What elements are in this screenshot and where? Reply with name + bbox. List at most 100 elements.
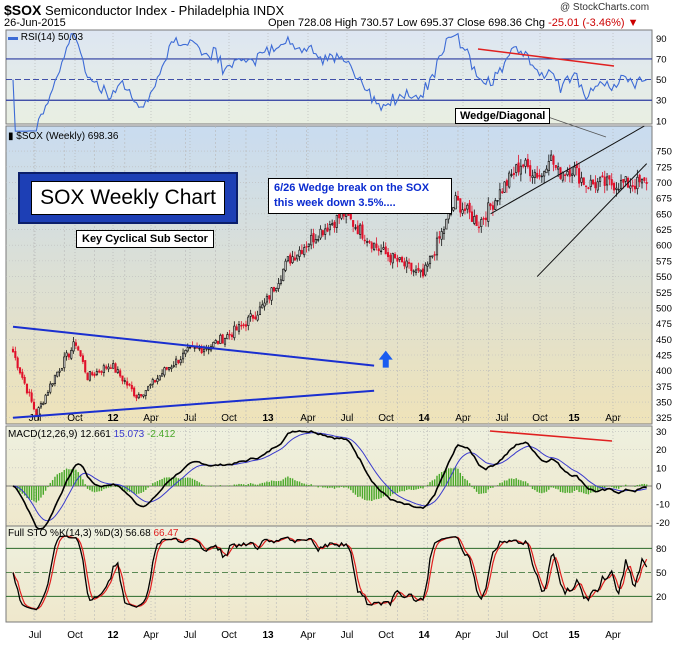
macd-histogram-bar: [173, 478, 175, 486]
candle-body: [573, 166, 576, 176]
candle-body: [247, 316, 250, 326]
sto-legend-d: 66.47: [153, 528, 179, 539]
candle-body: [398, 257, 401, 260]
candle-body: [244, 324, 248, 327]
macd-histogram-bar: [177, 478, 180, 486]
candle-body: [459, 198, 462, 213]
candle-body: [475, 214, 478, 227]
candle-body: [496, 200, 499, 202]
macd-histogram-bar: [336, 486, 338, 488]
macd-histogram-bar: [16, 486, 19, 490]
macd-histogram-bar: [44, 486, 47, 491]
candle-body: [310, 234, 313, 246]
candle-body: [221, 334, 224, 344]
candle-body: [333, 221, 336, 228]
macd-histogram-bar: [352, 486, 354, 493]
candle-body: [373, 242, 376, 251]
candle-body: [394, 254, 397, 259]
candle-body: [643, 177, 646, 181]
x-tick-label: 14: [418, 630, 430, 641]
macd-histogram-bar: [541, 486, 543, 494]
macd-histogram-bar: [576, 486, 578, 490]
candle-body: [272, 286, 275, 292]
candle-body: [207, 348, 210, 351]
candle-body: [93, 373, 96, 376]
macd-histogram-bar: [611, 486, 613, 487]
macd-histogram-bar: [578, 486, 580, 493]
macd-histogram-bar: [110, 486, 112, 488]
y-tick-label: 725: [656, 162, 672, 173]
candle-body: [268, 295, 271, 300]
macd-histogram-bar: [520, 480, 522, 486]
candle-body: [60, 368, 63, 371]
macd-histogram-bar: [319, 486, 322, 487]
candle-body: [610, 179, 613, 186]
candle-body: [147, 386, 150, 391]
candle-body: [240, 324, 243, 327]
macd-histogram-bar: [86, 486, 89, 489]
candle-body: [44, 394, 47, 404]
title-banner: SOX Weekly Chart: [18, 172, 238, 224]
macd-histogram-bar: [545, 486, 548, 492]
macd-histogram-bar: [51, 480, 54, 486]
candle-body: [612, 183, 616, 191]
candle-body: [46, 392, 50, 396]
macd-histogram-bar: [182, 478, 184, 486]
candle-body: [312, 233, 315, 243]
candle-body: [119, 370, 122, 377]
y-tick-label: 425: [656, 350, 672, 361]
candle-body: [501, 191, 504, 194]
macd-histogram-bar: [387, 486, 389, 496]
candle-body: [589, 179, 592, 187]
macd-histogram-bar: [261, 482, 263, 486]
macd-histogram-bar: [620, 486, 622, 488]
candle-body: [426, 263, 429, 267]
candle-body: [354, 227, 357, 229]
macd-histogram-bar: [133, 486, 135, 494]
candle-body: [184, 350, 187, 355]
trendline-wedge-lower: [536, 163, 648, 277]
candle-body: [317, 239, 320, 241]
candle-body: [74, 342, 77, 346]
candle-body: [466, 204, 469, 210]
x-tick-label: Jul: [29, 413, 42, 424]
candle-body: [28, 391, 31, 394]
candle-body: [102, 365, 105, 374]
chart-title: SOX Weekly Chart: [31, 181, 225, 215]
x-tick-label: Oct: [532, 413, 548, 424]
subtitle-label: Key Cyclical Sub Sector: [76, 230, 214, 248]
candle-body: [361, 224, 364, 239]
macd-histogram-bar: [527, 483, 529, 486]
macd-histogram-bar: [466, 480, 468, 486]
macd-histogram-bar: [445, 469, 448, 486]
candle-body: [452, 207, 455, 211]
candle-body: [606, 176, 609, 186]
macd-histogram-bar: [496, 485, 499, 486]
macd-histogram-bar: [107, 486, 110, 488]
candle-body: [543, 171, 546, 177]
macd-histogram-bar: [152, 483, 154, 486]
y-tick-label: 375: [656, 382, 672, 393]
macd-histogram-bar: [613, 486, 615, 489]
macd-histogram-bar: [438, 473, 441, 486]
candle-body: [640, 178, 644, 184]
candle-body: [431, 255, 434, 258]
candle-body: [144, 390, 147, 396]
macd-histogram-bar: [322, 486, 324, 488]
macd-histogram-bar: [124, 486, 126, 491]
x-tick-label: Oct: [221, 630, 237, 641]
macd-histogram-bar: [454, 467, 457, 486]
macd-histogram-bar: [200, 484, 203, 486]
x-tick-label: Jul: [184, 630, 197, 641]
candle-body: [603, 176, 606, 186]
macd-histogram-bar: [154, 482, 156, 486]
candle-body: [508, 172, 511, 188]
candle-body: [380, 250, 383, 253]
macd-histogram-bar: [303, 483, 305, 486]
macd-histogram-bar: [618, 486, 620, 489]
x-tick-label: Jul: [184, 413, 197, 424]
chart-date: 26-Jun-2015: [4, 17, 66, 29]
macd-histogram-bar: [426, 484, 429, 486]
macd-histogram-bar: [340, 486, 343, 487]
wedge-label: Wedge/Diagonal: [455, 108, 551, 124]
